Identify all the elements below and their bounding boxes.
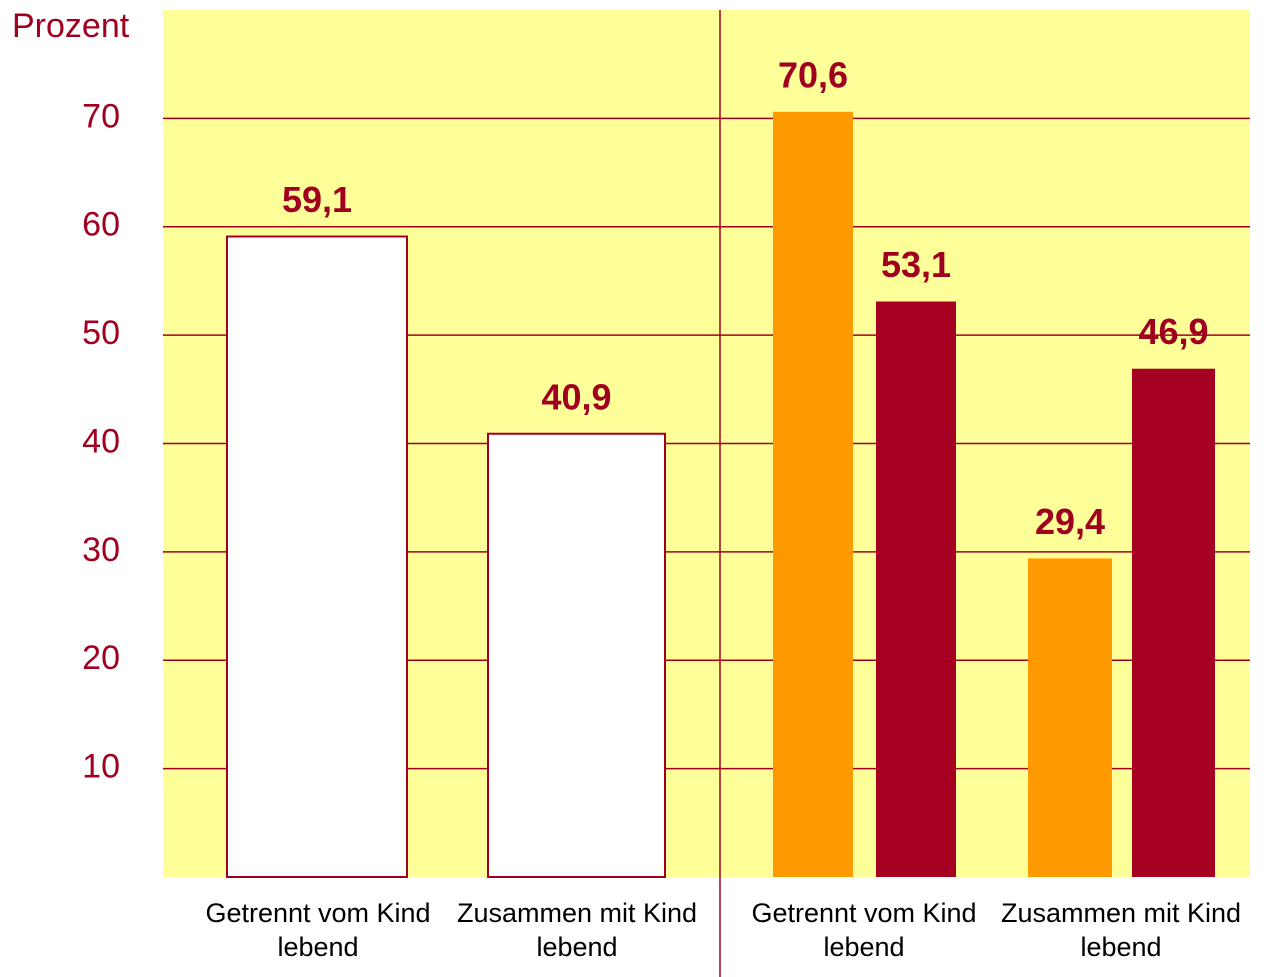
bar (1132, 368, 1215, 877)
y-tick-label: 70 (82, 97, 120, 135)
bar (226, 235, 408, 879)
value-label: 53,1 (881, 244, 951, 285)
value-label: 29,4 (1035, 501, 1105, 542)
y-axis-label: Prozent (12, 7, 130, 45)
bar (487, 432, 666, 878)
value-label: 70,6 (778, 54, 848, 95)
y-tick-label: 60 (82, 206, 120, 244)
x-tick-label: Zusammen mit Kind lebend (1000, 898, 1242, 962)
bar (876, 301, 956, 877)
y-tick-label: 50 (82, 314, 120, 352)
y-tick-label: 30 (82, 531, 120, 569)
y-tick-label: 40 (82, 422, 120, 460)
bar (773, 111, 853, 877)
x-tick-label: Getrennt vom Kind lebend (205, 898, 431, 962)
y-tick-label: 10 (82, 748, 120, 786)
x-tick-label: Getrennt vom Kind lebend (751, 898, 977, 962)
y-tick-label: 20 (82, 639, 120, 677)
value-label: 40,9 (541, 376, 611, 417)
value-label: 59,1 (282, 179, 352, 220)
x-tick-label: Zusammen mit Kind lebend (456, 898, 698, 962)
value-label: 46,9 (1138, 311, 1208, 352)
bar (1028, 558, 1112, 877)
